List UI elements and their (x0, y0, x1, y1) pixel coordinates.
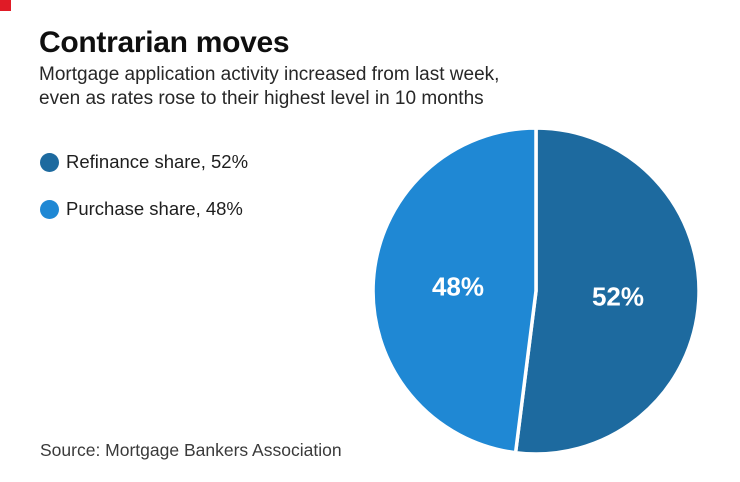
pie-slice-label-purchase: 48% (431, 271, 485, 302)
legend-item-purchase: Purchase share, 48% (40, 197, 248, 221)
pie-chart-svg (371, 126, 701, 456)
legend-dot (40, 152, 59, 172)
legend-label-refinance: Refinance share, 52% (66, 151, 249, 172)
legend-item-refinance: Refinance share, 52% (40, 150, 248, 174)
pie-slice-label-refinance: 52% (591, 281, 645, 312)
chart-title: Contrarian moves (39, 26, 290, 59)
chart-legend: Refinance share, 52% Purchase share, 48% (40, 150, 248, 244)
chart-subtitle: Mortgage application activity increased … (39, 63, 499, 111)
chart-subtitle-line-1: Mortgage application activity increased … (39, 64, 500, 85)
pie-slice-refinance-share (513, 126, 701, 456)
chart-subtitle-line-2: even as rates rose to their highest leve… (39, 88, 484, 109)
pie-slice-purchase-share (371, 126, 538, 455)
source-note: Source: Mortgage Bankers Association (40, 440, 342, 460)
legend-label-purchase: Purchase share, 48% (66, 198, 243, 219)
brand-corner-mark (0, 0, 11, 11)
legend-dot (40, 199, 59, 219)
pie-chart (366, 121, 706, 461)
